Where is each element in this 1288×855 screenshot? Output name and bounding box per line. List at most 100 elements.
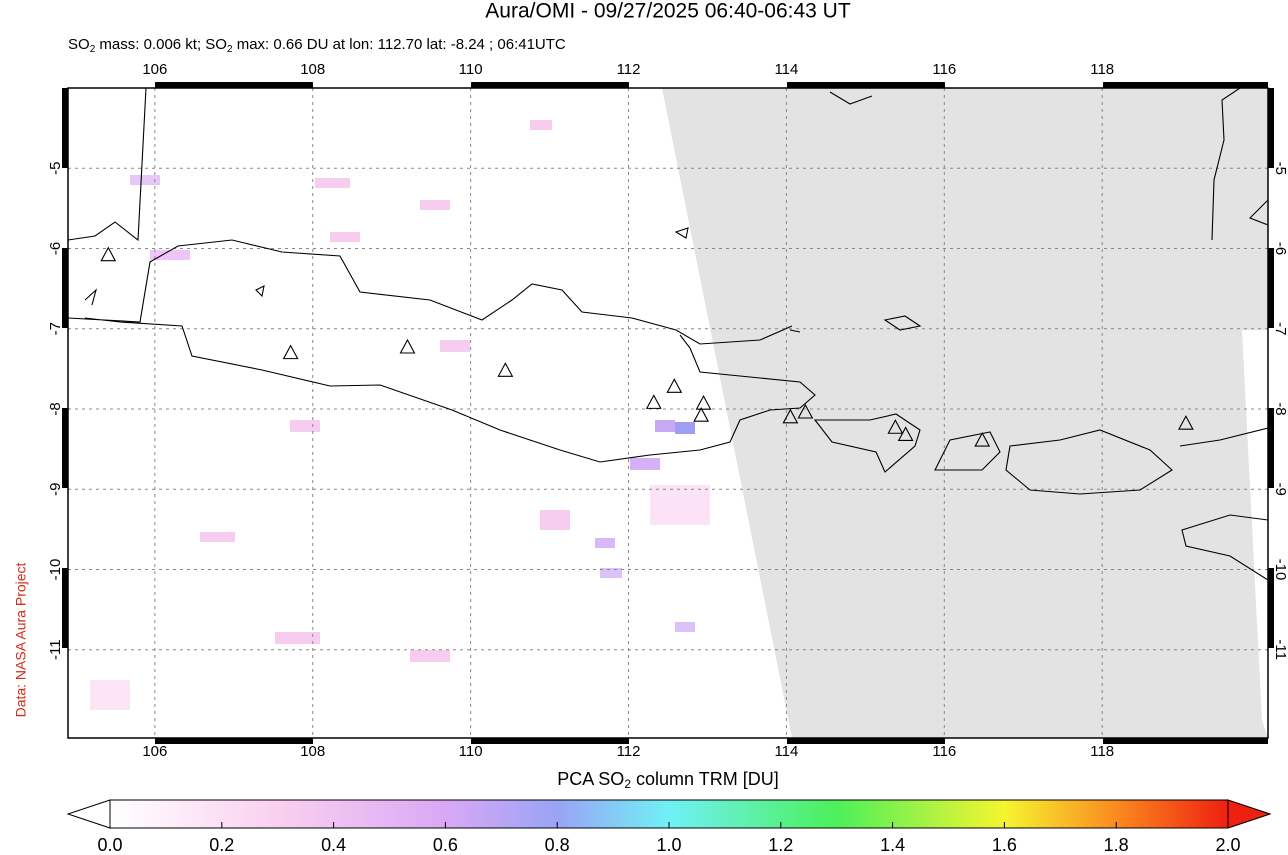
credit: Data: NASA Aura Project (13, 562, 29, 717)
x-tick-label: 110 (459, 61, 483, 78)
volcano (1177, 415, 1194, 430)
map (68, 88, 1268, 738)
x-tick-label: 114 (774, 61, 798, 78)
volcano (693, 407, 710, 422)
y-tick-label: -10 (47, 559, 64, 581)
subtitle-part: mass: 0.006 kt; SO (95, 36, 227, 53)
colorbar-tick-label: 0.6 (433, 835, 458, 855)
pixel (275, 632, 320, 644)
coast-borneo (1211, 88, 1268, 241)
colorbar-tick-label: 1.2 (768, 835, 793, 855)
label-part: PCA SO (557, 769, 624, 789)
volcano (974, 431, 991, 447)
x-tick-label: 108 (300, 743, 325, 760)
y-tick-label: -5 (1272, 162, 1288, 175)
coast-sumba (1181, 514, 1268, 581)
pixel (600, 568, 622, 578)
so2-pixels (90, 120, 710, 710)
no-data-region (662, 88, 1268, 738)
y-tick-label: -6 (1272, 242, 1288, 255)
x-tick-label: 106 (142, 61, 167, 78)
grid (68, 88, 1268, 738)
colorbar-tick-label: 0.8 (545, 835, 570, 855)
coastlines (68, 88, 1268, 581)
colorbar-tick-label: 2.0 (1215, 835, 1240, 855)
pixel (630, 458, 660, 470)
colorbar-tick-label: 1.0 (656, 835, 681, 855)
pixel (530, 120, 552, 130)
coast-sumbawa (1005, 429, 1173, 495)
y-tick-label: -9 (1272, 483, 1288, 496)
y-tick-label: -7 (47, 322, 64, 335)
y-tick-label: -8 (1272, 402, 1288, 415)
y-tick-label: -11 (47, 639, 64, 660)
pixel (90, 680, 130, 710)
coast-island (829, 91, 873, 105)
volcano (797, 403, 814, 419)
subtitle-part: SO (68, 36, 90, 53)
colorbar-tick-label: 0.0 (97, 835, 122, 855)
subtitle-sub: 2 (227, 44, 233, 55)
volcano (100, 246, 117, 262)
x-tick-label: 118 (1090, 743, 1114, 760)
y-tick-label: -6 (47, 242, 64, 255)
label-sub: 2 (624, 777, 631, 791)
colorbar-ticks: 0.0 0.2 0.4 0.6 0.8 1.0 1.2 1.4 1.6 1.8 2.0 (97, 822, 1241, 855)
pixel (650, 485, 710, 525)
x-tick-label: 108 (300, 61, 325, 78)
y-tick-label: -11 (1272, 639, 1288, 660)
pixel (675, 422, 695, 434)
colorbar-under (66, 799, 111, 829)
axis-labels: 106 106 108 108 110 110 112 112 114 114 116 116 118 1… (47, 61, 1288, 760)
pixel (330, 232, 360, 242)
coast-sumatra (68, 88, 147, 306)
subtitle-part: max: 0.66 DU at lon: 112.70 lat: -8.24 ;… (233, 36, 566, 53)
volcano (897, 426, 914, 442)
map-frame (62, 82, 1274, 744)
coast-lombok (934, 431, 1001, 471)
x-tick-label: 116 (932, 743, 956, 760)
volcanoes (100, 246, 1194, 447)
pixel (540, 510, 570, 530)
title: Aura/OMI - 09/27/2025 06:40-06:43 UT (485, 0, 851, 23)
pixel (595, 538, 615, 548)
colorbar-bar (109, 799, 1229, 829)
y-tick-label: -8 (47, 402, 64, 415)
pixel (200, 532, 235, 542)
volcano (497, 362, 514, 377)
coast-flores (1179, 427, 1268, 447)
y-tick-label: -10 (1272, 559, 1288, 581)
colorbar (66, 799, 1272, 829)
colorbar-tick-label: 1.8 (1104, 835, 1129, 855)
volcano (282, 344, 299, 360)
x-tick-label: 114 (774, 743, 798, 760)
y-tick-label: -5 (47, 162, 64, 175)
volcano (666, 378, 683, 393)
x-tick-label: 116 (932, 61, 956, 78)
pixel (675, 622, 695, 632)
colorbar-tick-label: 0.2 (209, 835, 234, 855)
colorbar-tick-label: 1.4 (880, 835, 905, 855)
volcano (645, 394, 662, 409)
volcano (695, 395, 712, 410)
colorbar-tick-label: 0.4 (321, 835, 346, 855)
pixel (420, 200, 450, 210)
pixel (290, 420, 320, 432)
volcano (782, 408, 799, 424)
pixel (440, 340, 470, 352)
coast-bali (813, 413, 921, 473)
x-tick-label: 110 (459, 743, 483, 760)
volcano (399, 338, 416, 354)
x-tick-label: 118 (1090, 61, 1114, 78)
x-tick-label: 112 (617, 61, 641, 78)
colorbar-label: PCA SO2 column TRM [DU] (557, 769, 778, 791)
pixel (315, 178, 350, 188)
label-part: column TRM [DU] (631, 769, 779, 789)
y-tick-label: -9 (47, 483, 64, 496)
x-tick-label: 112 (617, 743, 641, 760)
coast-islets (255, 227, 922, 331)
pixel (130, 175, 160, 185)
pixel (410, 650, 450, 662)
x-tick-label: 106 (142, 743, 167, 760)
